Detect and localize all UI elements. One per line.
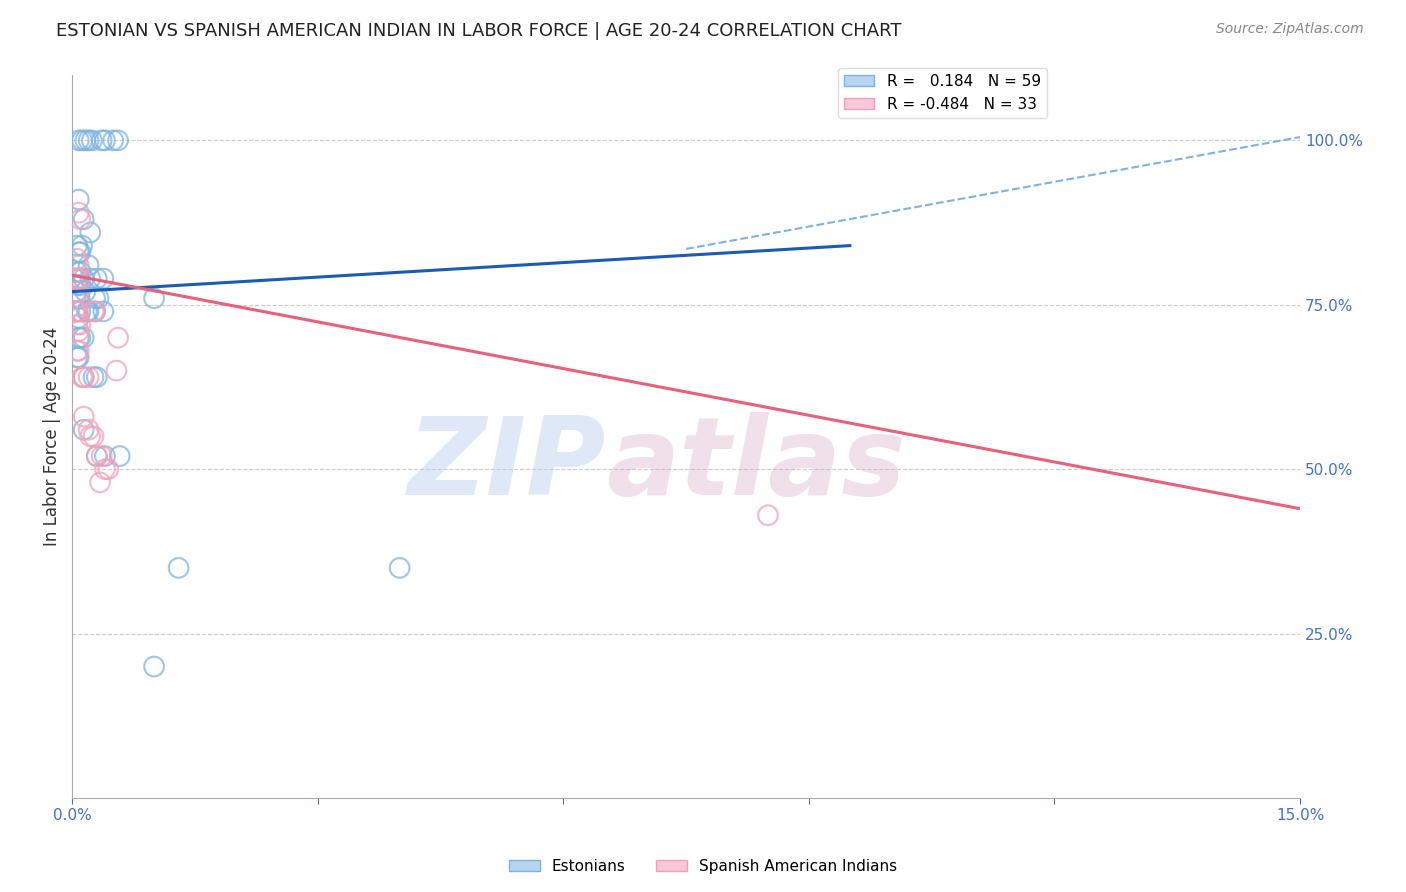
Point [756,508,779,523]
Point [69,291,91,305]
Point [167,561,190,575]
Point [75,285,97,299]
Point [79,226,101,240]
Point [67,310,90,325]
Point [83,429,105,443]
Point [70,133,93,147]
Point [76,304,98,318]
Legend: Estonians, Spanish American Indians: Estonians, Spanish American Indians [503,853,903,880]
Point [69,271,91,285]
Point [67,291,90,305]
Point [66,304,89,318]
Point [67,205,90,219]
Point [73,212,96,227]
Point [86,449,108,463]
Point [67,331,90,345]
Point [77,370,100,384]
Point [77,423,100,437]
Text: ESTONIAN VS SPANISH AMERICAN INDIAN IN LABOR FORCE | AGE 20-24 CORRELATION CHART: ESTONIAN VS SPANISH AMERICAN INDIAN IN L… [56,22,901,40]
Point [69,212,91,227]
Point [83,304,105,318]
Point [143,659,166,673]
Point [73,423,96,437]
Point [83,370,105,384]
Point [77,258,100,272]
Text: ZIP: ZIP [408,412,606,518]
Point [73,331,96,345]
Point [66,278,89,293]
Point [77,133,100,147]
Point [73,370,96,384]
Point [80,133,103,147]
Point [86,449,108,463]
Point [73,409,96,424]
Text: Source: ZipAtlas.com: Source: ZipAtlas.com [1216,22,1364,37]
Point [73,370,96,384]
Point [107,133,129,147]
Point [69,265,91,279]
Point [91,304,114,318]
Point [107,331,129,345]
Point [84,304,107,318]
Point [105,363,128,377]
Point [90,449,112,463]
Point [90,133,112,147]
Point [66,265,89,279]
Point [66,238,89,252]
Point [66,271,89,285]
Point [66,351,89,365]
Point [67,271,90,285]
Point [67,304,90,318]
Point [108,449,131,463]
Text: atlas: atlas [606,412,905,518]
Point [67,343,90,358]
Point [89,475,111,490]
Legend: R =   0.184   N = 59, R = -0.484   N = 33: R = 0.184 N = 59, R = -0.484 N = 33 [838,68,1047,118]
Point [66,291,89,305]
Point [67,351,90,365]
Y-axis label: In Labor Force | Age 20-24: In Labor Force | Age 20-24 [44,326,60,546]
Point [94,449,117,463]
Point [69,278,91,293]
Point [67,324,90,338]
Point [101,133,124,147]
Point [67,245,90,260]
Point [84,291,107,305]
Point [67,258,90,272]
Point [86,271,108,285]
Point [86,370,108,384]
Point [91,271,114,285]
Point [70,370,93,384]
Point [69,318,91,332]
Point [70,238,93,252]
Point [66,304,89,318]
Point [77,304,100,318]
Point [67,133,90,147]
Point [66,285,89,299]
Point [69,331,91,345]
Point [94,462,117,476]
Point [79,271,101,285]
Point [69,304,91,318]
Point [79,429,101,443]
Point [75,133,97,147]
Point [66,343,89,358]
Point [66,318,89,332]
Point [84,304,107,318]
Point [67,193,90,207]
Point [66,252,89,266]
Point [69,245,91,260]
Point [73,271,96,285]
Point [97,462,120,476]
Point [388,561,411,575]
Point [143,291,166,305]
Point [87,291,110,305]
Point [65,285,87,299]
Point [94,133,117,147]
